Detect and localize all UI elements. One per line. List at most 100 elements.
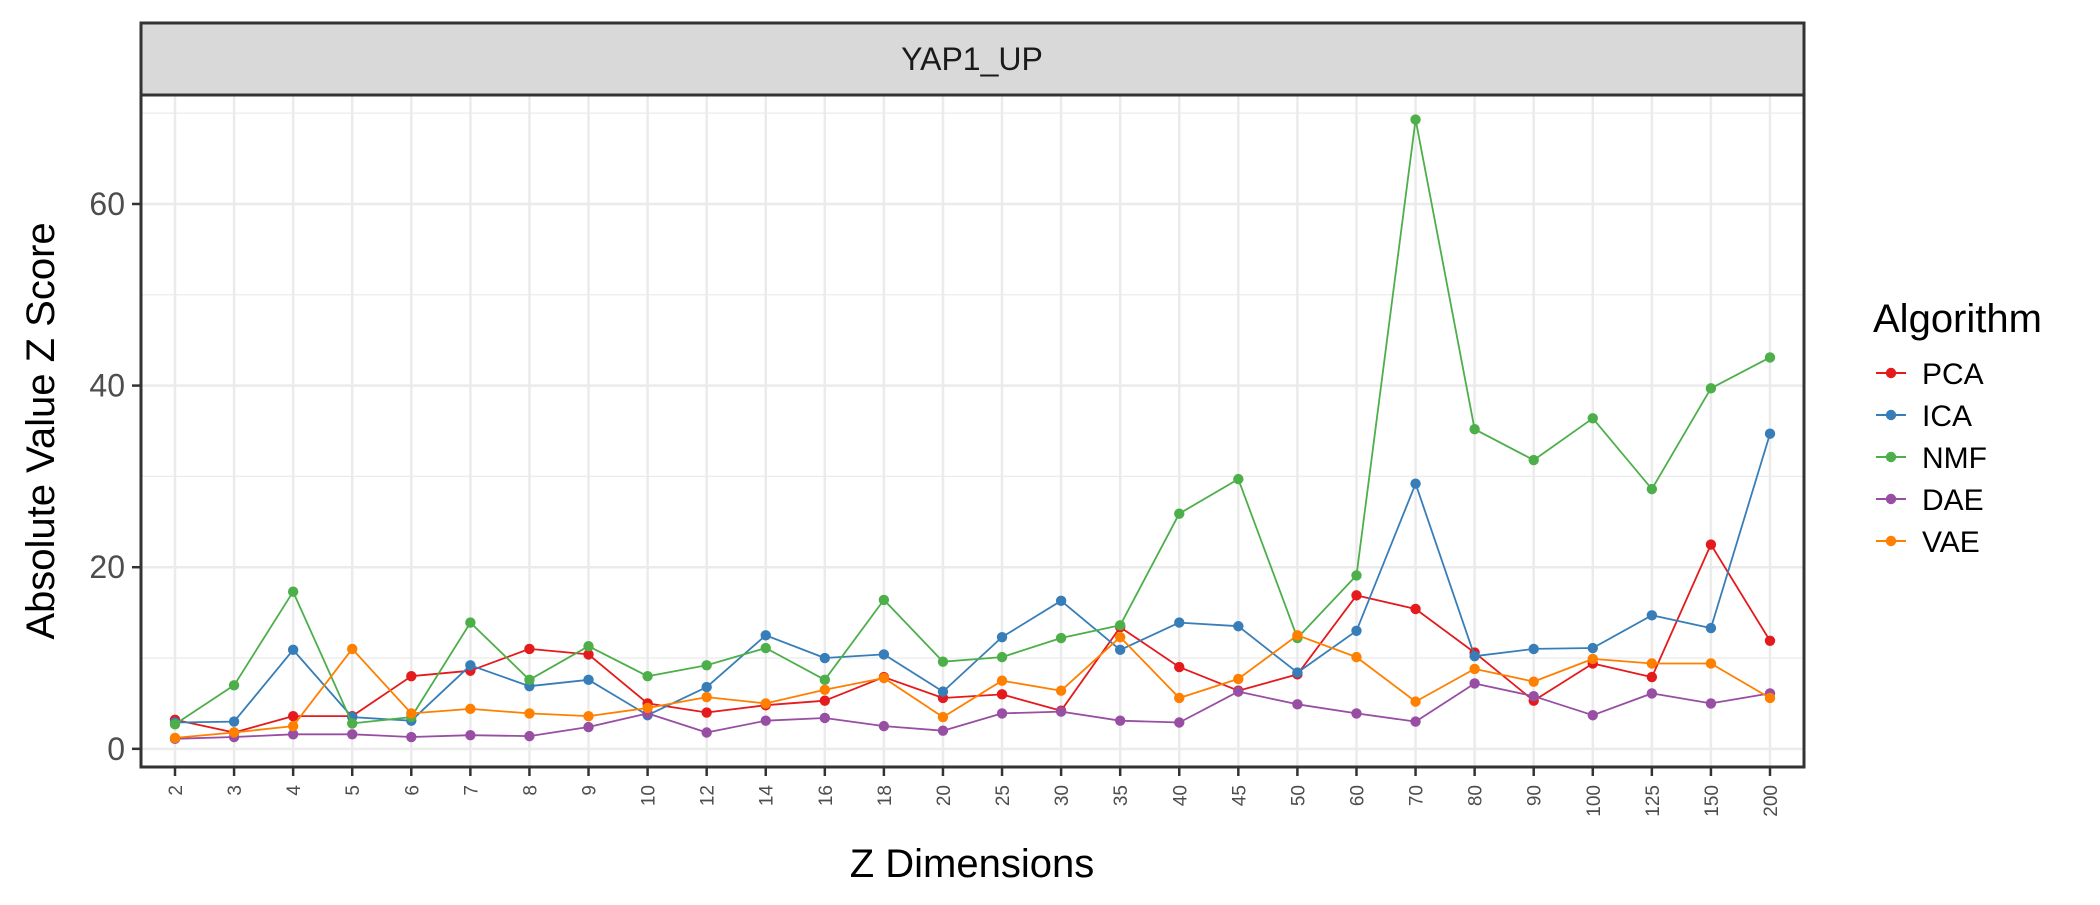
x-tick-label: 60 [1347,785,1368,806]
x-axis: 2 3 4 5 6 7 8 9 10 12 14 16 18 20 25 30 35 40 45 50 60 70 80 90… [166,767,1782,817]
data-point-ica [878,649,890,660]
x-tick-label: 150 [1702,785,1723,817]
data-point-ica [583,674,594,686]
data-point-vae [1351,651,1362,663]
data-point-ica [1410,478,1421,489]
plot-border [139,93,1806,769]
data-point-nmf [819,674,831,686]
legend-item-dae: DAE [1876,484,1984,517]
data-point-dae [406,731,417,743]
data-point-ica [1233,621,1244,632]
data-point-vae [583,710,594,722]
data-point-nmf [1587,413,1598,424]
data-point-nmf [287,586,299,597]
data-point-dae [1233,686,1244,697]
data-point-dae [760,715,771,726]
data-point-dae [996,708,1008,719]
data-point-dae [878,720,890,732]
data-point-nmf [1646,483,1658,495]
x-tick-label: 6 [402,785,423,796]
data-point-dae [1174,717,1185,728]
data-point-vae [1646,658,1658,669]
data-point-dae [524,730,535,742]
data-point-dae [1292,699,1303,710]
data-point-nmf [1764,352,1776,363]
data-point-ica [1114,644,1126,656]
x-tick-label: 3 [225,785,246,796]
data-point-vae [287,720,299,732]
panel-strip [139,21,1806,97]
x-tick-label: 80 [1466,785,1487,806]
legend: Algorithm PCA ICA NMF DAE VAE [1873,297,2042,559]
data-point-vae [1292,630,1303,641]
x-tick-label: 90 [1525,785,1546,806]
data-point-ica [1469,651,1480,662]
data-point-nmf [1233,473,1244,485]
data-point-vae [1410,696,1421,707]
legend-item-nmf: NMF [1876,442,1987,475]
x-tick-label: 7 [461,785,482,796]
legend-label: VAE [1922,526,1980,559]
data-point-nmf [1174,508,1185,519]
data-point-vae [1528,676,1539,687]
data-point-nmf [169,719,181,730]
data-point-vae [1114,631,1126,643]
data-point-nmf [1055,632,1067,644]
data-point-vae [1469,663,1480,675]
data-point-dae [583,721,594,733]
data-point-pca [1351,590,1362,601]
series-line-dae [174,682,1771,740]
legend-label: ICA [1922,400,1972,433]
data-point-vae [878,672,890,684]
data-point-pca [1705,539,1717,550]
data-point-vae [347,643,358,655]
data-point-nmf [228,680,240,691]
data-point-nmf [347,718,358,729]
y-axis-label: Absolute Value Z Score [19,222,63,639]
x-tick-label: 35 [1111,785,1132,806]
data-point-ica [1646,610,1658,621]
data-point-ica [1528,643,1539,655]
data-point-ica [1055,595,1067,607]
x-axis-label: Z Dimensions [850,842,1095,886]
data-point-nmf [701,660,712,671]
data-point-pca [701,707,712,718]
data-point-nmf [583,641,594,652]
data-point-vae [701,691,712,703]
grid-layer [141,95,1804,767]
series-line-ica [174,433,1771,724]
data-point-vae [642,702,653,714]
data-point-pca [996,689,1008,700]
data-point-vae [465,703,476,715]
data-point-nmf [760,642,771,654]
data-point-ica [287,644,299,656]
data-point-pca [406,670,417,682]
x-tick-label: 25 [993,785,1014,806]
data-point-dae [1469,678,1480,689]
x-tick-label: 8 [520,785,541,796]
x-tick-label: 16 [816,785,837,806]
legend-label: PCA [1922,358,1984,391]
data-point-nmf [1528,454,1539,466]
data-point-pca [1764,635,1776,646]
y-axis: 0 20 40 60 [89,186,141,767]
data-point-vae [1587,653,1598,665]
data-point-vae [406,708,417,719]
panel-title: YAP1_UP [901,41,1043,77]
data-point-dae [465,730,476,741]
data-point-nmf [878,594,890,606]
data-point-vae [1055,685,1067,696]
data-point-nmf [524,674,535,686]
data-point-dae [937,725,949,736]
x-tick-label: 50 [1288,785,1309,806]
legend-items: PCA ICA NMF DAE VAE [1876,358,1987,559]
data-point-nmf [1469,423,1480,435]
data-point-vae [169,732,181,744]
x-tick-label: 18 [875,785,896,806]
data-point-nmf [465,617,476,628]
data-point-vae [1764,692,1776,704]
x-tick-label: 100 [1584,785,1605,817]
data-point-pca [1410,603,1421,615]
data-point-ica [1292,667,1303,678]
